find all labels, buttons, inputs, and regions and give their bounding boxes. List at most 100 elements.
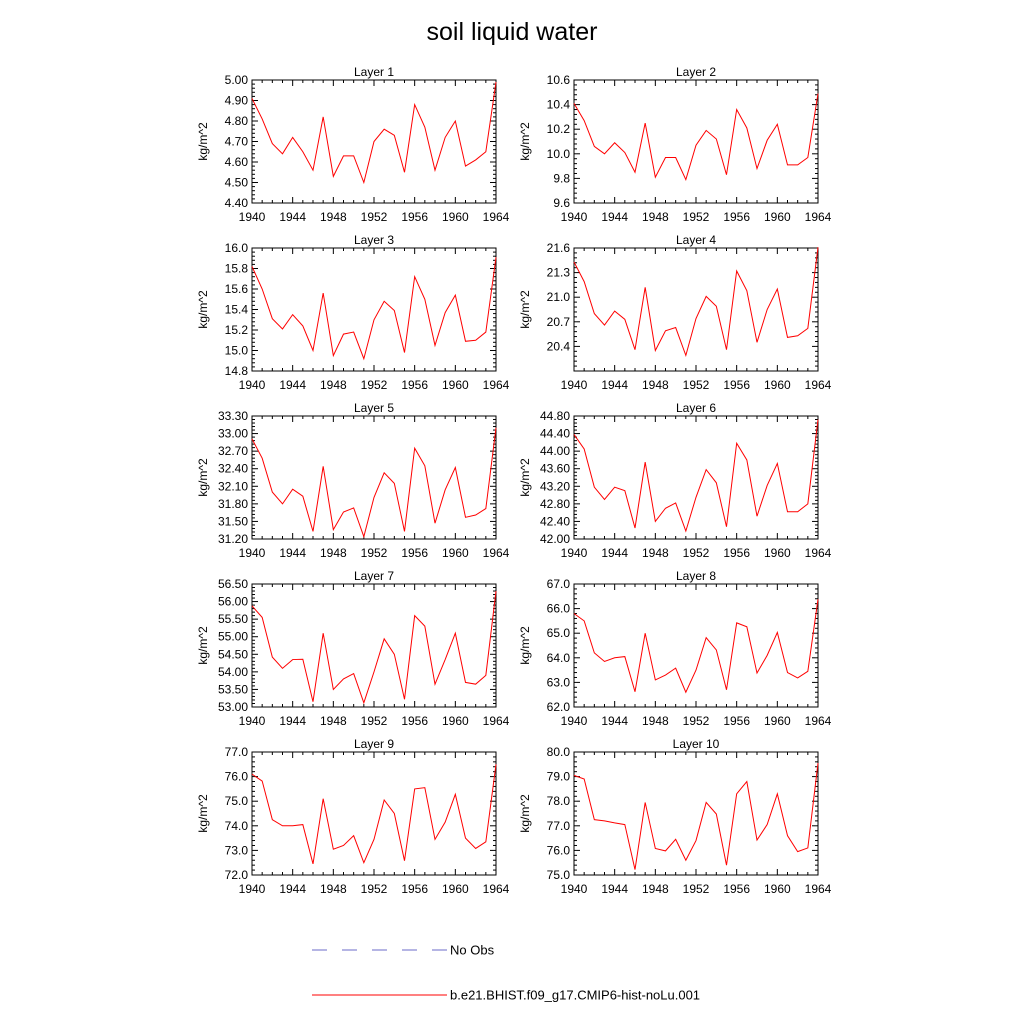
panel-layer-2: Layer 2 1940 1944 1948 1952 1956 1960 1964 9.6 9.… bbox=[518, 65, 832, 224]
x-tick-label: 1944 bbox=[279, 714, 306, 728]
y-tick-label: 72.0 bbox=[225, 868, 249, 882]
x-tick-label: 1944 bbox=[601, 378, 628, 392]
legend-obs-label: No Obs bbox=[450, 943, 495, 958]
legend: No Obs b.e21.BHIST.f09_g17.CMIP6-hist-no… bbox=[312, 943, 700, 1003]
y-tick-label: 80.0 bbox=[547, 745, 571, 759]
x-tick-label: 1940 bbox=[561, 378, 588, 392]
x-tick-label: 1960 bbox=[764, 378, 791, 392]
x-tick-label: 1944 bbox=[279, 882, 306, 896]
x-tick-label: 1940 bbox=[239, 882, 266, 896]
y-tick-label: 4.80 bbox=[225, 114, 249, 128]
x-tick-label: 1952 bbox=[683, 546, 710, 560]
series-line bbox=[251, 257, 497, 361]
x-tick-label: 1960 bbox=[764, 714, 791, 728]
legend-model-label: b.e21.BHIST.f09_g17.CMIP6-hist-noLu.001 bbox=[450, 988, 700, 1003]
y-axis-label: kg/m^2 bbox=[518, 290, 532, 329]
y-tick-label: 43.20 bbox=[540, 479, 570, 493]
y-tick-label: 44.80 bbox=[540, 409, 570, 423]
y-tick-label: 79.0 bbox=[547, 770, 571, 784]
x-tick-label: 1964 bbox=[483, 714, 510, 728]
plot-frame bbox=[573, 751, 819, 876]
x-tick-label: 1952 bbox=[361, 546, 388, 560]
y-tick-label: 56.50 bbox=[218, 577, 248, 591]
y-tick-label: 77.0 bbox=[547, 819, 571, 833]
y-tick-label: 55.50 bbox=[218, 612, 248, 626]
x-tick-label: 1952 bbox=[361, 714, 388, 728]
panel-title: Layer 10 bbox=[673, 737, 720, 751]
y-tick-label: 43.60 bbox=[540, 462, 570, 476]
y-tick-label: 76.0 bbox=[225, 770, 249, 784]
y-tick-label: 15.2 bbox=[225, 323, 249, 337]
x-tick-label: 1956 bbox=[401, 210, 428, 224]
x-tick-label: 1964 bbox=[483, 210, 510, 224]
x-tick-label: 1960 bbox=[442, 882, 469, 896]
y-tick-label: 54.50 bbox=[218, 647, 248, 661]
x-tick-label: 1964 bbox=[805, 210, 832, 224]
y-tick-label: 21.6 bbox=[547, 241, 571, 255]
x-tick-label: 1956 bbox=[723, 378, 750, 392]
x-tick-label: 1956 bbox=[723, 882, 750, 896]
panel-title: Layer 9 bbox=[354, 737, 394, 751]
y-tick-label: 10.0 bbox=[547, 147, 571, 161]
panel-layer-8: Layer 8 1940 1944 1948 1952 1956 1960 1964 62.0 6… bbox=[518, 569, 832, 728]
y-tick-label: 62.0 bbox=[547, 700, 571, 714]
x-tick-label: 1956 bbox=[723, 546, 750, 560]
x-tick-label: 1964 bbox=[805, 882, 832, 896]
x-tick-label: 1944 bbox=[601, 882, 628, 896]
x-tick-label: 1944 bbox=[601, 210, 628, 224]
plot-frame bbox=[251, 415, 497, 540]
y-tick-label: 44.40 bbox=[540, 427, 570, 441]
y-tick-label: 42.80 bbox=[540, 497, 570, 511]
x-tick-label: 1952 bbox=[683, 714, 710, 728]
x-tick-label: 1948 bbox=[320, 546, 347, 560]
panel-title: Layer 8 bbox=[676, 569, 716, 583]
x-tick-label: 1944 bbox=[279, 378, 306, 392]
x-tick-label: 1956 bbox=[723, 210, 750, 224]
plot-frame bbox=[573, 415, 819, 540]
x-tick-label: 1964 bbox=[805, 546, 832, 560]
x-tick-label: 1960 bbox=[764, 546, 791, 560]
panel-layer-5: Layer 5 1940 1944 1948 1952 1956 1960 1964 31.20… bbox=[196, 401, 510, 560]
y-tick-label: 9.6 bbox=[553, 196, 570, 210]
y-tick-label: 54.00 bbox=[218, 665, 248, 679]
y-tick-label: 66.0 bbox=[547, 602, 571, 616]
y-tick-label: 33.00 bbox=[218, 427, 248, 441]
x-tick-label: 1944 bbox=[279, 210, 306, 224]
y-tick-label: 42.00 bbox=[540, 532, 570, 546]
y-tick-label: 4.90 bbox=[225, 94, 249, 108]
x-tick-label: 1964 bbox=[483, 378, 510, 392]
x-tick-label: 1952 bbox=[683, 882, 710, 896]
x-tick-label: 1964 bbox=[805, 378, 832, 392]
y-tick-label: 31.20 bbox=[218, 532, 248, 546]
plot-frame bbox=[573, 583, 819, 708]
plot-frame bbox=[251, 247, 497, 372]
y-tick-label: 64.0 bbox=[547, 651, 571, 665]
y-tick-label: 33.30 bbox=[218, 409, 248, 423]
y-tick-label: 75.0 bbox=[225, 794, 249, 808]
y-tick-label: 4.40 bbox=[225, 196, 249, 210]
y-axis-label: kg/m^2 bbox=[518, 794, 532, 833]
x-tick-label: 1960 bbox=[442, 714, 469, 728]
series-line bbox=[251, 81, 497, 185]
y-tick-label: 15.0 bbox=[225, 344, 249, 358]
panel-layer-10: Layer 10 1940 1944 1948 1952 1956 1960 1964 75.0… bbox=[518, 737, 832, 896]
x-tick-label: 1948 bbox=[320, 210, 347, 224]
x-tick-label: 1948 bbox=[642, 714, 669, 728]
y-tick-label: 15.4 bbox=[225, 303, 249, 317]
y-tick-label: 53.50 bbox=[218, 682, 248, 696]
x-tick-label: 1940 bbox=[561, 714, 588, 728]
x-tick-label: 1944 bbox=[279, 546, 306, 560]
y-tick-label: 74.0 bbox=[225, 819, 249, 833]
y-tick-label: 4.50 bbox=[225, 176, 249, 190]
y-tick-label: 78.0 bbox=[547, 794, 571, 808]
x-tick-label: 1948 bbox=[320, 378, 347, 392]
series-line bbox=[251, 590, 497, 705]
panel-title: Layer 7 bbox=[354, 569, 394, 583]
x-tick-label: 1956 bbox=[401, 714, 428, 728]
y-tick-label: 21.0 bbox=[547, 290, 571, 304]
x-tick-label: 1948 bbox=[642, 210, 669, 224]
y-axis-label: kg/m^2 bbox=[196, 290, 210, 329]
x-tick-label: 1948 bbox=[642, 546, 669, 560]
y-tick-label: 42.40 bbox=[540, 514, 570, 528]
